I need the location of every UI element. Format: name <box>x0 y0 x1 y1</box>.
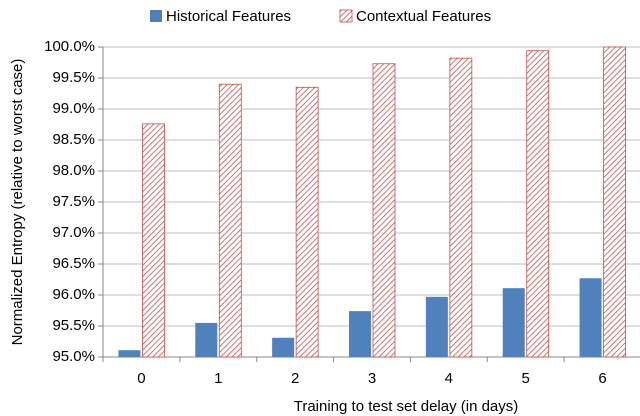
x-tick-label: 6 <box>598 370 606 387</box>
y-tick-label: 98.5% <box>52 131 95 148</box>
x-tick-label: 5 <box>522 370 530 387</box>
bar <box>218 83 242 358</box>
bar <box>449 57 473 358</box>
y-tick-label: 97.5% <box>52 193 95 210</box>
bar <box>372 63 396 358</box>
y-tick-label: 96.5% <box>52 255 95 272</box>
y-axis-label: Normalized Entropy (relative to worst ca… <box>9 59 26 346</box>
bar <box>295 86 319 358</box>
x-tick-label: 2 <box>291 370 299 387</box>
bar <box>603 46 626 358</box>
legend-swatch <box>150 10 162 22</box>
x-tick-label: 0 <box>137 370 145 387</box>
x-tick-label: 1 <box>214 370 222 387</box>
bar <box>349 311 371 357</box>
bar <box>142 123 165 358</box>
y-tick-label: 96.0% <box>52 286 95 303</box>
bar <box>195 322 218 357</box>
x-tick-label: 3 <box>368 370 376 387</box>
y-tick-label: 99.5% <box>52 69 95 86</box>
bar <box>502 288 525 357</box>
legend-label: Historical Features <box>166 8 291 25</box>
y-tick-label: 97.0% <box>52 224 95 241</box>
y-tick-label: 95.5% <box>52 317 95 334</box>
y-tick-label: 98.0% <box>52 162 95 179</box>
bar <box>579 278 602 357</box>
bar <box>272 337 295 357</box>
x-axis-label: Training to test set delay (in days) <box>294 398 519 415</box>
x-tick-label: 4 <box>445 370 453 387</box>
bar <box>526 50 550 358</box>
bar <box>118 350 141 357</box>
y-tick-label: 100.0% <box>44 38 95 55</box>
y-tick-label: 99.0% <box>52 100 95 117</box>
y-tick-label: 95.0% <box>52 348 95 365</box>
legend-swatch <box>339 9 353 23</box>
legend-label: Contextual Features <box>356 8 491 25</box>
bar <box>425 296 448 357</box>
